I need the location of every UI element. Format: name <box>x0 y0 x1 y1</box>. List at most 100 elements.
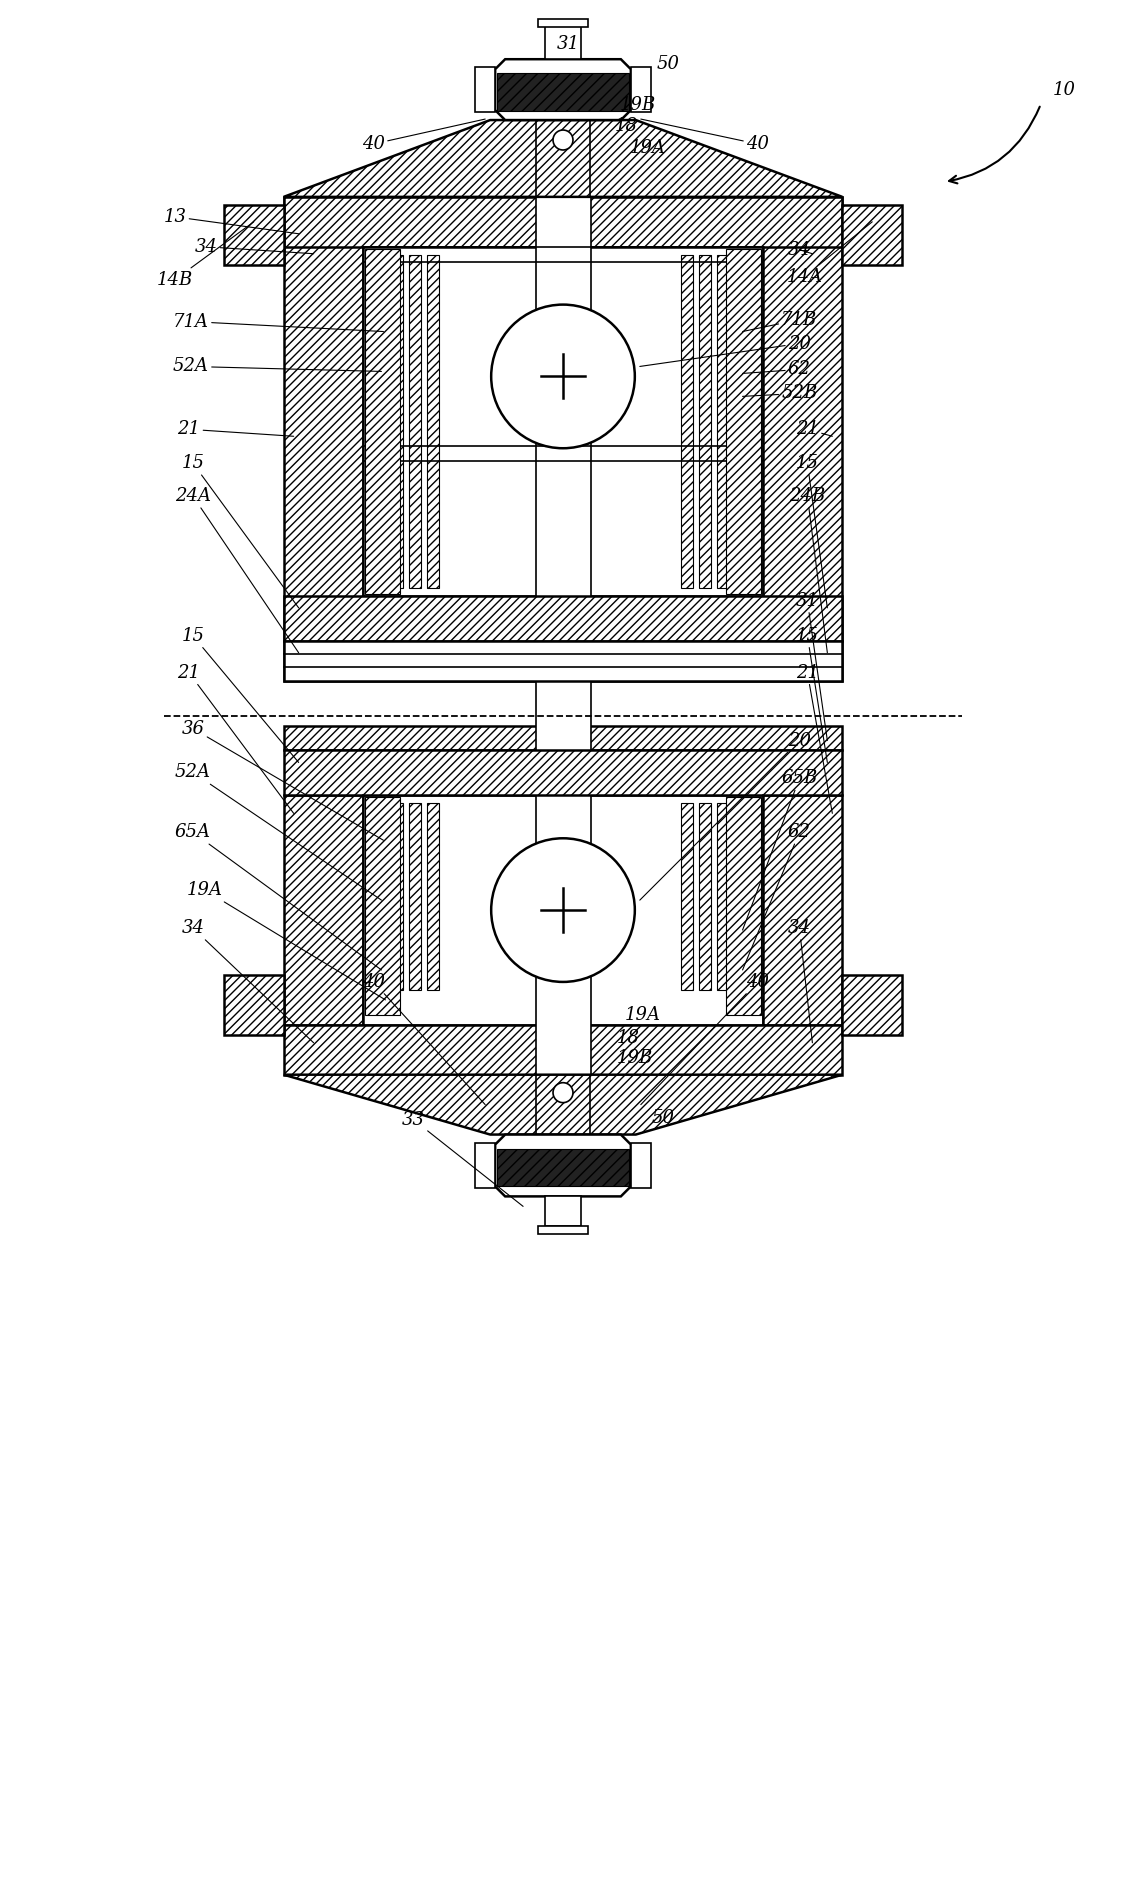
Text: 34: 34 <box>194 238 313 255</box>
Bar <box>545 1196 580 1226</box>
Text: 33: 33 <box>402 1110 523 1207</box>
Bar <box>284 1024 842 1074</box>
Bar <box>545 25 580 59</box>
Bar <box>224 206 284 265</box>
Text: 52A: 52A <box>172 358 381 375</box>
Text: 34: 34 <box>788 240 813 259</box>
Text: 24A: 24A <box>175 487 299 653</box>
Text: 14A: 14A <box>787 221 872 286</box>
FancyArrowPatch shape <box>949 107 1040 183</box>
Bar <box>497 1148 629 1186</box>
Text: 24B: 24B <box>789 487 827 653</box>
Polygon shape <box>495 59 631 120</box>
Text: 31: 31 <box>557 36 579 53</box>
Polygon shape <box>495 1135 631 1196</box>
Bar <box>373 803 385 990</box>
Text: 20: 20 <box>640 335 811 366</box>
Circle shape <box>491 305 635 447</box>
Bar <box>224 975 284 1034</box>
Circle shape <box>553 1083 573 1102</box>
Bar <box>409 803 421 990</box>
Text: 21: 21 <box>796 664 833 813</box>
Text: 34: 34 <box>181 920 313 1043</box>
Bar <box>284 750 842 796</box>
Text: 65B: 65B <box>743 769 817 929</box>
Text: 19A: 19A <box>187 882 385 1000</box>
Text: 40: 40 <box>641 120 769 152</box>
Text: 10: 10 <box>1053 82 1075 99</box>
Bar <box>284 725 842 750</box>
Text: 31: 31 <box>796 592 827 741</box>
Text: 50: 50 <box>656 55 680 72</box>
Bar <box>717 803 728 990</box>
Bar <box>427 803 440 990</box>
Bar <box>536 141 591 1125</box>
Text: 21: 21 <box>177 421 294 438</box>
Text: 71A: 71A <box>172 312 383 331</box>
Bar <box>735 255 746 588</box>
Text: 21: 21 <box>796 421 833 438</box>
Text: 36: 36 <box>181 720 383 840</box>
Bar <box>631 67 650 112</box>
Text: 19A: 19A <box>624 1005 660 1024</box>
Bar <box>284 196 842 248</box>
Bar <box>284 596 842 642</box>
Bar <box>391 255 403 588</box>
Text: 20: 20 <box>640 731 811 901</box>
Bar <box>842 975 902 1034</box>
Bar <box>726 249 761 594</box>
Bar <box>427 255 440 588</box>
Bar <box>497 72 629 110</box>
Bar <box>364 248 763 596</box>
Bar <box>842 206 902 265</box>
Text: 40: 40 <box>641 973 769 1104</box>
Bar <box>365 798 400 1015</box>
Text: 14B: 14B <box>157 221 254 289</box>
Text: 19B: 19B <box>620 95 656 114</box>
Bar <box>284 642 842 680</box>
Circle shape <box>553 129 573 150</box>
Circle shape <box>491 838 635 982</box>
Bar <box>476 1142 495 1188</box>
Bar <box>538 19 588 27</box>
Bar <box>284 196 842 680</box>
Bar <box>365 249 400 594</box>
Text: 15: 15 <box>181 626 299 762</box>
Text: 40: 40 <box>362 120 486 152</box>
Bar <box>735 803 746 990</box>
Text: 13: 13 <box>163 208 299 234</box>
Text: 34: 34 <box>788 920 813 1043</box>
Bar <box>699 803 711 990</box>
Bar <box>681 255 693 588</box>
Text: 52B: 52B <box>743 385 817 402</box>
Bar <box>409 255 421 588</box>
Bar <box>717 255 728 588</box>
Text: 15: 15 <box>796 455 827 607</box>
Text: 52A: 52A <box>175 764 381 901</box>
Text: 15: 15 <box>181 455 299 607</box>
Polygon shape <box>284 1074 842 1135</box>
Bar <box>476 67 495 112</box>
Bar <box>391 803 403 990</box>
Bar <box>284 796 842 1024</box>
Text: 19B: 19B <box>616 1049 653 1066</box>
Text: 18: 18 <box>614 116 638 135</box>
Bar <box>631 1142 650 1188</box>
Text: 15: 15 <box>796 626 827 762</box>
Polygon shape <box>284 120 842 196</box>
Bar <box>364 796 763 1024</box>
Bar <box>726 798 761 1015</box>
Bar <box>699 255 711 588</box>
Text: 71B: 71B <box>743 310 817 331</box>
Text: 50: 50 <box>651 1108 674 1127</box>
Bar <box>538 1226 588 1234</box>
Text: 19A: 19A <box>630 139 666 156</box>
Bar <box>373 255 385 588</box>
Text: 62: 62 <box>743 823 811 969</box>
Text: 62: 62 <box>743 360 811 379</box>
Bar <box>681 803 693 990</box>
Text: 18: 18 <box>616 1028 639 1047</box>
Text: 21: 21 <box>177 664 294 813</box>
Text: 40: 40 <box>362 973 486 1104</box>
Text: 65A: 65A <box>175 823 381 969</box>
